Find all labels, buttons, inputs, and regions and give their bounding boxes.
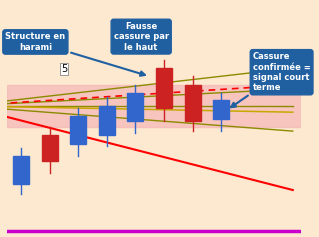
Bar (156, 68, 172, 108)
Bar (13, 156, 29, 184)
Text: 5: 5 (61, 64, 67, 74)
Text: Cassure
confirmée =
signal court
terme: Cassure confirmée = signal court terme (231, 52, 310, 107)
Bar (185, 85, 201, 121)
Text: Fausse
cassure par
le haut: Fausse cassure par le haut (114, 22, 169, 51)
Bar (7, 85, 301, 127)
Bar (99, 106, 115, 135)
Bar (70, 116, 86, 144)
Bar (42, 135, 58, 161)
Bar (128, 93, 144, 121)
Text: Structure en
harami: Structure en harami (5, 32, 145, 76)
Bar (213, 100, 229, 118)
